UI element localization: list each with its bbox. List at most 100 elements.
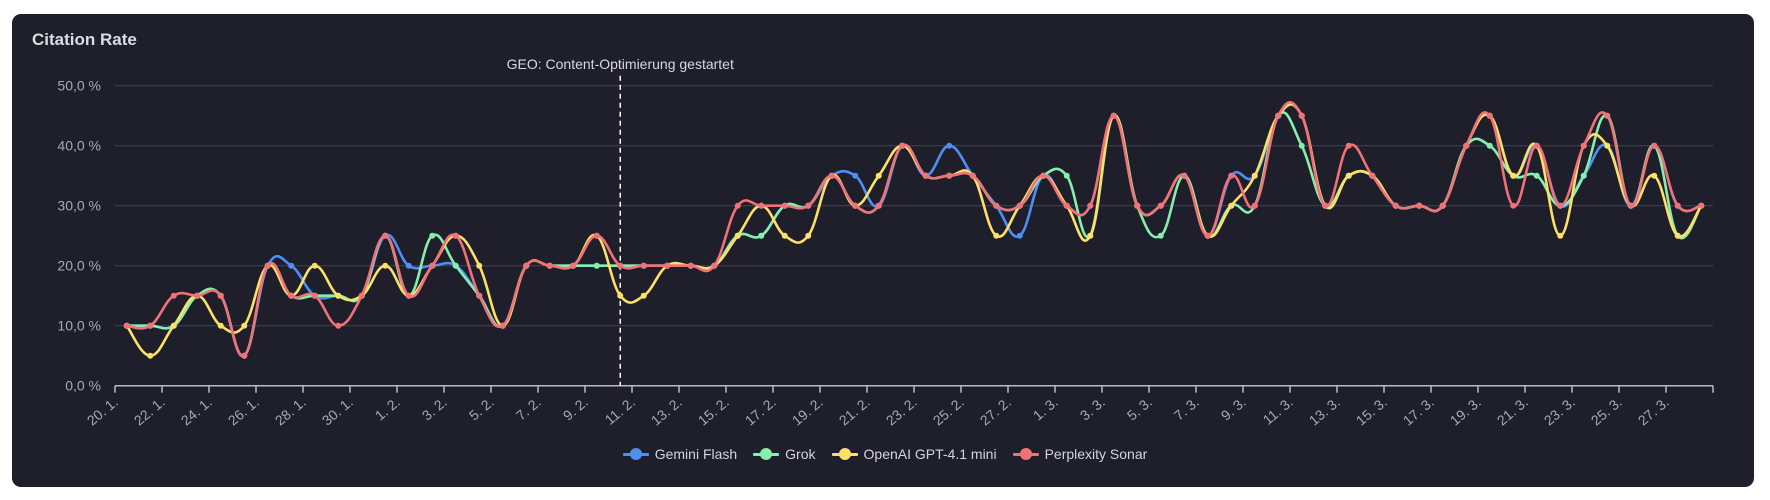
data-point xyxy=(1016,232,1023,239)
data-point xyxy=(758,232,765,239)
data-point xyxy=(1157,232,1164,239)
legend-item[interactable]: Grok xyxy=(753,446,816,462)
data-point xyxy=(147,352,154,359)
chart-card xyxy=(12,14,1754,487)
x-tick-label: 27. 3. xyxy=(1635,394,1672,429)
data-point xyxy=(1298,142,1305,149)
data-point xyxy=(382,262,389,269)
legend-item[interactable]: OpenAI GPT-4.1 mini xyxy=(831,446,997,462)
x-tick-label: 19. 2. xyxy=(789,394,826,429)
data-point xyxy=(358,292,365,299)
data-point xyxy=(405,262,412,269)
x-tick-label: 15. 2. xyxy=(695,394,732,429)
data-point xyxy=(805,202,812,209)
data-point xyxy=(194,292,201,299)
data-point xyxy=(781,232,788,239)
x-tick-label: 30. 1. xyxy=(319,394,356,429)
data-point xyxy=(452,262,459,269)
annotation-label: GEO: Content-Optimierung gestartet xyxy=(507,56,734,72)
data-point xyxy=(217,292,224,299)
data-point xyxy=(640,262,647,269)
data-point xyxy=(1369,172,1376,179)
data-point xyxy=(335,292,342,299)
data-point xyxy=(1040,172,1047,179)
y-tick-label: 50,0 % xyxy=(57,78,101,94)
x-tick-label: 24. 1. xyxy=(178,394,215,429)
data-point xyxy=(640,292,647,299)
legend-item[interactable]: Perplexity Sonar xyxy=(1012,446,1148,462)
data-point xyxy=(241,352,248,359)
data-point xyxy=(147,322,154,329)
data-point xyxy=(1533,142,1540,149)
data-point xyxy=(1228,172,1235,179)
series-line-3 xyxy=(126,100,1702,358)
x-tick-label: 5. 3. xyxy=(1124,394,1155,424)
data-point xyxy=(429,232,436,239)
legend-marker-icon xyxy=(622,448,649,460)
y-tick-label: 40,0 % xyxy=(57,138,101,154)
data-point xyxy=(1345,172,1352,179)
data-point xyxy=(123,322,130,329)
legend-item[interactable]: Gemini Flash xyxy=(622,446,738,462)
data-point xyxy=(1063,202,1070,209)
legend-label: Perplexity Sonar xyxy=(1044,446,1148,462)
data-point xyxy=(217,322,224,329)
data-point xyxy=(781,202,788,209)
data-point xyxy=(993,202,1000,209)
y-tick-label: 10,0 % xyxy=(57,318,101,334)
x-tick-label: 11. 2. xyxy=(602,394,638,428)
x-tick-label: 1. 3. xyxy=(1030,394,1061,424)
x-tick-label: 7. 2. xyxy=(513,394,544,424)
legend-label: OpenAI GPT-4.1 mini xyxy=(863,446,997,462)
data-point xyxy=(852,202,859,209)
data-point xyxy=(1698,202,1705,209)
x-tick-label: 23. 3. xyxy=(1541,394,1578,429)
data-point xyxy=(1275,112,1282,119)
x-tick-label: 15. 3. xyxy=(1353,394,1390,429)
legend-label: Grok xyxy=(785,446,816,462)
data-point xyxy=(241,322,248,329)
x-tick-label: 7. 3. xyxy=(1171,394,1202,424)
x-tick-label: 20. 1. xyxy=(84,394,121,429)
data-point xyxy=(758,202,765,209)
x-tick-label: 27. 2. xyxy=(977,394,1014,429)
data-point xyxy=(523,262,530,269)
data-point xyxy=(1486,112,1493,119)
data-point xyxy=(687,262,694,269)
x-tick-label: 9. 3. xyxy=(1218,394,1249,424)
data-point xyxy=(170,292,177,299)
data-point xyxy=(617,262,624,269)
data-point xyxy=(969,172,976,179)
data-point xyxy=(1134,202,1141,209)
data-point xyxy=(570,262,577,269)
data-point xyxy=(946,142,953,149)
data-point xyxy=(1392,202,1399,209)
data-point xyxy=(288,262,295,269)
data-point xyxy=(1463,142,1470,149)
data-point xyxy=(1674,202,1681,209)
data-point xyxy=(1557,232,1564,239)
data-point xyxy=(875,172,882,179)
x-tick-label: 13. 2. xyxy=(648,394,685,429)
data-point xyxy=(405,292,412,299)
data-point xyxy=(734,232,741,239)
data-point xyxy=(382,232,389,239)
data-point xyxy=(1627,202,1634,209)
data-point xyxy=(1087,202,1094,209)
data-point xyxy=(664,262,671,269)
data-point xyxy=(1063,172,1070,179)
data-point xyxy=(1016,202,1023,209)
x-tick-label: 21. 2. xyxy=(836,394,873,429)
data-point xyxy=(1651,142,1658,149)
data-point xyxy=(711,262,718,269)
data-point xyxy=(1651,172,1658,179)
legend-label: Gemini Flash xyxy=(654,446,738,462)
data-point xyxy=(1580,172,1587,179)
x-tick-label: 25. 2. xyxy=(930,394,967,429)
chart-title: Citation Rate xyxy=(32,30,137,49)
data-point xyxy=(922,172,929,179)
x-tick-label: 23. 2. xyxy=(883,394,920,429)
data-point xyxy=(1110,112,1117,119)
data-point xyxy=(1298,112,1305,119)
